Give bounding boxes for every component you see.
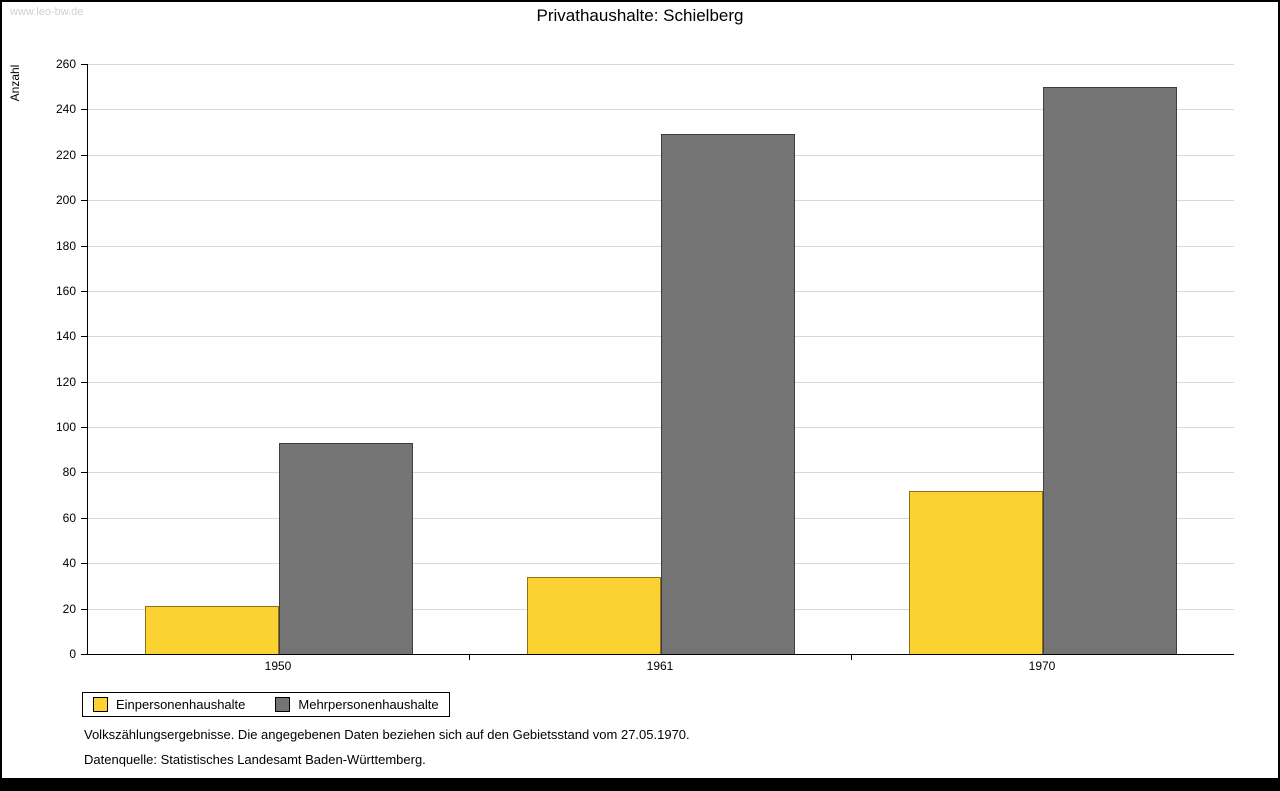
- y-tick-mark: [81, 200, 87, 202]
- y-tick-mark: [81, 654, 87, 655]
- footnote-data-source: Datenquelle: Statistisches Landesamt Bad…: [84, 752, 426, 767]
- x-tick-label: 1970: [1028, 659, 1056, 673]
- y-tick-label: 0: [69, 647, 76, 661]
- bottom-bar: [2, 778, 1278, 789]
- y-tick-label: 240: [55, 102, 76, 117]
- y-tick-mark: [81, 427, 87, 429]
- y-tick-mark: [81, 245, 87, 247]
- y-tick-label: 40: [62, 556, 76, 571]
- y-axis: 0 20 40 60 80 100 120 140 160 180 200 220 240 260: [41, 57, 87, 661]
- legend-swatch-einpersonenhaushalte: [93, 697, 108, 712]
- y-tick-mark: [81, 336, 87, 338]
- y-tick-label: 80: [62, 465, 76, 480]
- bar-1950-mehrpersonenhaushalte: [279, 443, 413, 654]
- x-axis: 1950 1961 1970: [87, 655, 1233, 677]
- footnote-source-note: Volkszählungsergebnisse. Die angegebenen…: [84, 727, 690, 742]
- y-tick-label: 180: [55, 238, 76, 253]
- y-tick-label: 120: [55, 374, 76, 389]
- y-tick-mark: [81, 109, 87, 111]
- y-axis-title: Anzahl: [8, 64, 22, 102]
- legend-item-mehrpersonenhaushalte: Mehrpersonenhaushalte: [275, 697, 439, 712]
- legend-item-einpersonenhaushalte: Einpersonenhaushalte: [93, 697, 245, 712]
- chart-title: Privathaushalte: Schielberg: [536, 6, 744, 25]
- y-tick-mark: [81, 517, 87, 519]
- y-tick-mark: [81, 64, 87, 65]
- plot-area: [87, 64, 1234, 655]
- watermark: www.leo-bw.de: [10, 6, 84, 18]
- bar-1950-einpersonenhaushalte: [145, 606, 279, 654]
- bar-1961-einpersonenhaushalte: [527, 577, 661, 654]
- y-tick-mark: [81, 381, 87, 383]
- legend-label-mehrpersonenhaushalte: Mehrpersonenhaushalte: [298, 697, 439, 712]
- y-tick-label: 20: [62, 601, 76, 616]
- y-tick-label: 260: [55, 57, 76, 71]
- y-tick-label: 140: [55, 329, 76, 344]
- y-tick-mark: [81, 290, 87, 292]
- y-tick-mark: [81, 154, 87, 156]
- legend-swatch-mehrpersonenhaushalte: [275, 697, 291, 712]
- x-tick-mark: [851, 655, 852, 660]
- bar-1961-mehrpersonenhaushalte: [661, 134, 795, 654]
- gridline: [88, 109, 1234, 111]
- y-tick-mark: [81, 608, 87, 610]
- legend: Einpersonenhaushalte Mehrpersonenhaushal…: [82, 692, 450, 717]
- legend-label-einpersonenhaushalte: Einpersonenhaushalte: [116, 697, 246, 712]
- bar-1970-mehrpersonenhaushalte: [1043, 87, 1177, 654]
- y-tick-label: 160: [55, 283, 76, 298]
- y-tick-mark: [81, 563, 87, 565]
- y-tick-mark: [81, 472, 87, 474]
- y-tick-label: 60: [62, 510, 76, 525]
- x-tick-label: 1950: [264, 659, 292, 673]
- y-tick-label: 100: [55, 420, 76, 435]
- bar-1970-einpersonenhaushalte: [909, 491, 1043, 654]
- y-tick-label: 200: [55, 193, 76, 208]
- x-tick-mark: [469, 655, 470, 660]
- gridline: [88, 64, 1234, 65]
- y-tick-label: 220: [55, 147, 76, 162]
- x-tick-label: 1961: [646, 659, 674, 673]
